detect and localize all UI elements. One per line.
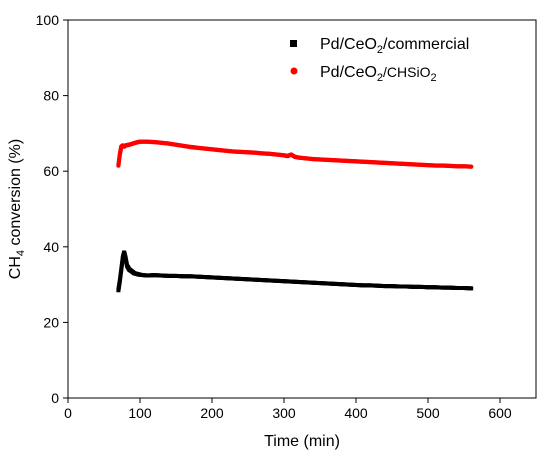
x-axis-title: Time (min) — [264, 433, 340, 450]
y-axis-title-main: CH — [7, 256, 24, 279]
y-axis-title-rest: conversion (%) — [7, 139, 24, 250]
x-tick-label: 100 — [128, 405, 152, 421]
y-tick-label: 40 — [43, 239, 59, 255]
y-tick-label: 60 — [43, 163, 59, 179]
legend-marker-commercial — [290, 40, 297, 47]
y-tick-label: 0 — [51, 390, 59, 406]
data-point — [469, 164, 474, 169]
axes-layer: 0 100 200 300 400 500 600 0 20 40 60 80 100 — [36, 12, 512, 421]
x-tick-label: 600 — [488, 405, 512, 421]
x-tick-label: 400 — [344, 405, 368, 421]
y-tick-label: 80 — [43, 88, 59, 104]
legend-marker-chsio2 — [290, 67, 298, 75]
legend-label-chsio2: Pd/CeO2/CHSiO2 — [320, 64, 437, 84]
data-point — [469, 286, 474, 291]
y-tick-label: 20 — [43, 314, 59, 330]
y-axis-title-sub: 4 — [15, 250, 27, 256]
x-tick-label: 0 — [64, 405, 72, 421]
legend-label-commercial: Pd/CeO2/commercial — [320, 36, 469, 56]
x-tick-label: 300 — [272, 405, 296, 421]
legend: Pd/CeO2/commercial Pd/CeO2/CHSiO2 — [290, 36, 469, 84]
y-tick-label: 100 — [36, 12, 60, 28]
plot-layer — [116, 139, 474, 293]
plot-frame — [67, 19, 537, 399]
x-tick-label: 500 — [416, 405, 440, 421]
y-axis-title: CH4 conversion (%) — [7, 139, 27, 279]
x-tick-label: 200 — [200, 405, 224, 421]
